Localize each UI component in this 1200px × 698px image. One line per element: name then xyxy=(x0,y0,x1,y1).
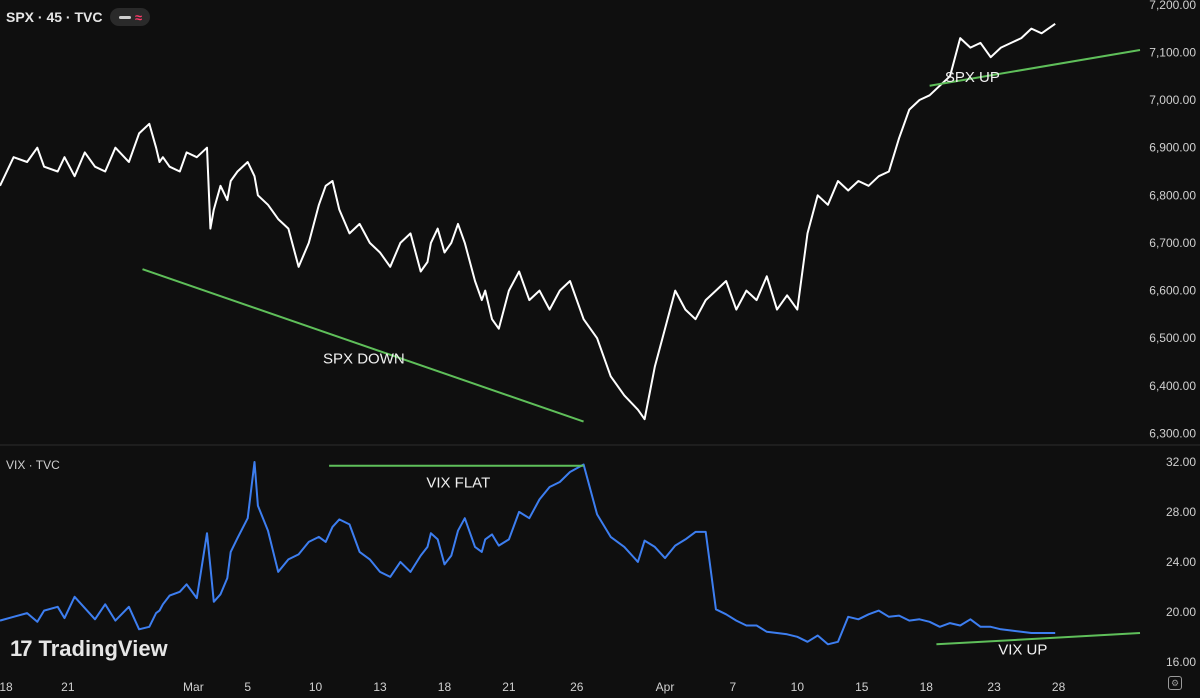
x-tick-label: 21 xyxy=(61,680,75,694)
x-tick-label: 15 xyxy=(855,680,869,694)
settings-icon[interactable]: ⚙ xyxy=(1168,676,1182,690)
vix-y-tick-label: 16.00 xyxy=(1166,655,1196,669)
tradingview-logo-icon: 17 xyxy=(10,636,33,661)
symbol-label[interactable]: SPX · 45 · TVC xyxy=(6,9,103,25)
vix-annotation-label: VIX UP xyxy=(998,642,1047,659)
wave-icon: ≈ xyxy=(134,9,143,25)
spx-y-tick-label: 6,400.00 xyxy=(1149,379,1196,393)
vix-pane: VIX FLAT VIX UP xyxy=(0,461,1141,659)
vix-trendline[interactable] xyxy=(936,632,1141,646)
x-tick-label: Apr xyxy=(656,680,675,694)
x-tick-label: 23 xyxy=(987,680,1001,694)
x-tick-label: 10 xyxy=(309,680,323,694)
x-tick-label: 26 xyxy=(570,680,584,694)
x-tick-label: 28 xyxy=(1052,680,1066,694)
vix-y-tick-label: 24.00 xyxy=(1166,555,1196,569)
vix-y-tick-label: 20.00 xyxy=(1166,605,1196,619)
symbol-header[interactable]: SPX · 45 · TVC ≈ xyxy=(6,8,151,26)
hide-icon xyxy=(118,15,131,19)
spx-y-tick-label: 6,800.00 xyxy=(1149,188,1196,202)
spx-annotation-label: SPX UP xyxy=(945,69,1000,86)
x-tick-label: 18 xyxy=(438,680,452,694)
spx-annotation-label: SPX DOWN xyxy=(323,350,405,367)
spx-y-tick-label: 7,100.00 xyxy=(1149,45,1196,59)
x-tick-label: 10 xyxy=(791,680,805,694)
x-tick-label: 18 xyxy=(0,680,13,694)
x-tick-label: 21 xyxy=(502,680,516,694)
x-tick-label: 7 xyxy=(730,680,737,694)
spx-y-tick-label: 6,600.00 xyxy=(1149,284,1196,298)
spx-y-tick-label: 7,200.00 xyxy=(1149,0,1196,12)
spx-pane: SPX DOWN SPX UP xyxy=(0,22,1141,423)
spx-trendline[interactable] xyxy=(142,268,584,423)
spx-y-tick-label: 6,500.00 xyxy=(1149,331,1196,345)
spx-series-line[interactable] xyxy=(0,22,1056,421)
spx-y-tick-label: 6,300.00 xyxy=(1149,426,1196,440)
x-tick-label: 13 xyxy=(373,680,387,694)
vix-y-tick-label: 32.00 xyxy=(1166,455,1196,469)
visibility-toggle[interactable]: ≈ xyxy=(110,8,151,26)
spx-y-tick-label: 7,000.00 xyxy=(1149,93,1196,107)
vix-y-tick-label: 28.00 xyxy=(1166,505,1196,519)
x-tick-label: 18 xyxy=(920,680,934,694)
vix-annotation-label: VIX FLAT xyxy=(426,475,490,492)
tradingview-logo[interactable]: 17 TradingView xyxy=(10,636,168,662)
vix-symbol-label[interactable]: VIX · TVC xyxy=(6,458,60,472)
spx-y-tick-label: 6,700.00 xyxy=(1149,236,1196,250)
spx-y-tick-label: 6,900.00 xyxy=(1149,141,1196,155)
vix-series-line[interactable] xyxy=(0,461,1056,646)
x-tick-label: Mar xyxy=(183,680,204,694)
brand-name: TradingView xyxy=(38,636,168,661)
x-tick-label: 5 xyxy=(244,680,251,694)
spx-trendline[interactable] xyxy=(929,49,1141,87)
